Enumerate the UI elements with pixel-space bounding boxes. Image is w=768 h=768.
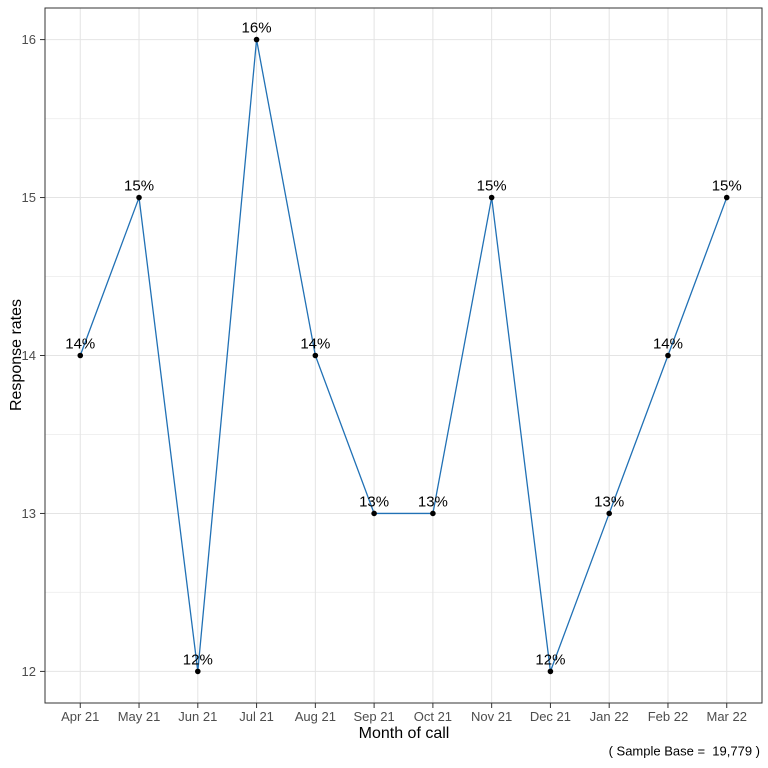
- data-point-label: 13%: [418, 493, 448, 510]
- y-tick-label: 15: [22, 190, 36, 205]
- data-point: [312, 352, 319, 359]
- x-tick-label: Jun 21: [178, 709, 217, 724]
- sample-base-caption: ( Sample Base = 19,779 ): [608, 743, 760, 759]
- x-tick-label: Jan 22: [590, 709, 629, 724]
- x-tick-label: Mar 22: [707, 709, 747, 724]
- data-point: [606, 510, 612, 517]
- data-point: [547, 668, 554, 675]
- x-tick-label: Dec 21: [530, 709, 571, 724]
- data-point-label: 12%: [183, 651, 213, 668]
- x-tick-label: Jul 21: [239, 709, 274, 724]
- data-point: [77, 352, 84, 359]
- x-axis-title: Month of call: [358, 725, 450, 742]
- data-point-label: 14%: [65, 336, 95, 353]
- data-point: [253, 36, 260, 43]
- x-tick-label: Nov 21: [471, 709, 512, 724]
- data-point: [136, 194, 142, 201]
- data-point: [195, 668, 201, 675]
- x-tick-label: May 21: [118, 709, 161, 724]
- y-tick-label: 13: [22, 506, 36, 521]
- y-tick-label: 12: [22, 664, 36, 679]
- data-point-label: 15%: [712, 178, 742, 195]
- x-tick-label: Sep 21: [354, 709, 395, 724]
- data-point-label: 15%: [477, 178, 507, 195]
- x-tick-label: Apr 21: [61, 709, 99, 724]
- data-point: [430, 510, 436, 517]
- data-point-label: 14%: [300, 336, 330, 353]
- data-point-label: 14%: [653, 336, 683, 353]
- data-point: [488, 194, 495, 201]
- data-point: [665, 352, 671, 359]
- data-point: [371, 510, 377, 517]
- data-point: [723, 194, 730, 201]
- y-tick-label: 14: [22, 348, 36, 363]
- y-axis-title: Response rates: [8, 298, 25, 412]
- data-point-label: 13%: [359, 493, 389, 510]
- data-point-label: 12%: [535, 651, 565, 668]
- response-rate-line: [79, 39, 728, 672]
- x-tick-label: Oct 21: [414, 709, 452, 724]
- data-point-label: 15%: [124, 178, 154, 195]
- data-point-label: 16%: [242, 20, 272, 37]
- data-point-label: 13%: [594, 493, 624, 510]
- x-tick-label: Feb 22: [648, 709, 688, 724]
- x-tick-label: Aug 21: [295, 709, 336, 724]
- y-tick-label: 16: [22, 32, 36, 47]
